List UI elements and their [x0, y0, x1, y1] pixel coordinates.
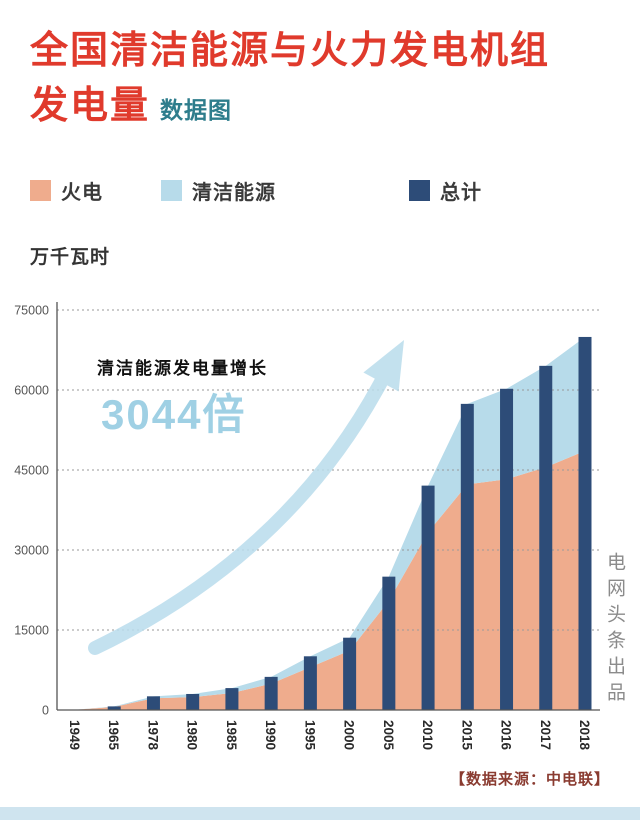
title-line-2: 发电量: [30, 85, 151, 128]
svg-text:2017: 2017: [538, 720, 553, 750]
y-axis-tick-labels: 0 15000 30000 45000 60000 75000: [14, 304, 49, 718]
x-axis-year-labels: 1949 1965 1978 1980 1985 1990 1995 2000 2005 2010…: [67, 720, 592, 751]
svg-text:60000: 60000: [14, 384, 49, 398]
legend-item-thermal: 火电: [30, 176, 103, 205]
svg-text:0: 0: [42, 704, 49, 718]
svg-text:1995: 1995: [302, 720, 317, 751]
growth-arrow-icon: [88, 340, 404, 655]
legend: 火电 清洁能源 总计: [30, 176, 482, 205]
svg-text:30000: 30000: [14, 544, 49, 558]
svg-text:2010: 2010: [420, 720, 435, 750]
svg-text:2015: 2015: [459, 720, 474, 751]
svg-text:2016: 2016: [499, 720, 514, 751]
axes: [56, 302, 600, 711]
clean-energy-color-swatch: [161, 180, 182, 201]
svg-text:45000: 45000: [14, 464, 49, 478]
bottom-accent-strip: [0, 807, 640, 820]
growth-annotation-value: 3044倍: [101, 391, 247, 438]
growth-annotation-label: 清洁能源发电量增长: [97, 359, 268, 378]
legend-label-total: 总计: [440, 182, 482, 204]
header: 全国清洁能源与火力发电机组 发电量 数据图: [30, 24, 615, 134]
svg-text:1978: 1978: [145, 720, 160, 751]
gridlines: [57, 309, 600, 631]
title-suffix: 数据图: [160, 97, 233, 124]
page-title: 全国清洁能源与火力发电机组 发电量 数据图: [30, 24, 615, 134]
total-color-swatch: [409, 180, 430, 201]
legend-label-clean-energy: 清洁能源: [192, 182, 276, 204]
title-line-1: 全国清洁能源与火力发电机组: [30, 30, 551, 72]
growth-annotation: 清洁能源发电量增长 3044倍: [97, 354, 268, 442]
svg-text:2000: 2000: [342, 720, 357, 750]
svg-text:2018: 2018: [577, 720, 592, 751]
legend-item-total: 总计: [409, 176, 482, 205]
svg-text:1985: 1985: [224, 720, 239, 751]
svg-text:1965: 1965: [106, 720, 121, 751]
stacked-area-series: [75, 336, 585, 710]
chart: 0 15000 30000 45000 60000 75000 1949 1965 1978 1…: [0, 296, 640, 766]
y-axis-unit-label: 万千瓦时: [30, 247, 111, 268]
legend-item-clean-energy: 清洁能源: [161, 176, 276, 205]
svg-text:2005: 2005: [381, 720, 396, 751]
publisher-credit: 电网头条出品: [604, 552, 625, 708]
svg-text:1990: 1990: [263, 720, 278, 750]
thermal-color-swatch: [30, 180, 51, 201]
svg-text:15000: 15000: [14, 624, 49, 638]
svg-text:1980: 1980: [185, 720, 200, 750]
svg-text:75000: 75000: [14, 304, 49, 318]
data-source-note: 【数据来源：中电联】: [449, 771, 610, 788]
total-bars: [107, 336, 592, 710]
svg-text:1949: 1949: [67, 720, 82, 750]
legend-label-thermal: 火电: [61, 182, 103, 204]
